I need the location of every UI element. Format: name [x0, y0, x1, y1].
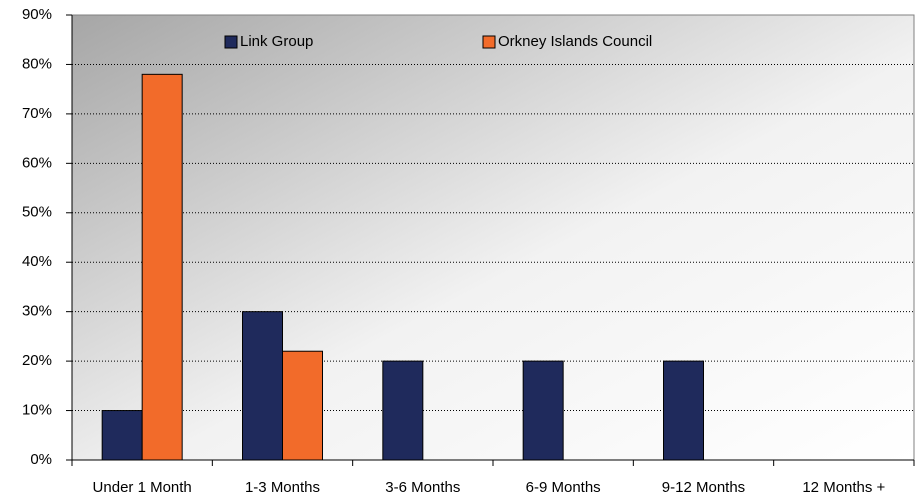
bar — [101, 410, 143, 461]
y-tick-label: 10% — [22, 402, 52, 419]
legend-label: Orkney Islands Council — [498, 33, 652, 50]
y-tick-label: 20% — [22, 352, 52, 369]
y-tick-label: 40% — [22, 253, 52, 270]
x-tick-label: 9-12 Months — [662, 479, 745, 496]
legend-label: Link Group — [240, 33, 313, 50]
bar — [282, 350, 323, 461]
x-tick-label: 12 Months + — [802, 479, 885, 496]
legend-swatch — [224, 35, 238, 49]
legend-swatch — [482, 35, 496, 49]
y-tick-label: 0% — [30, 451, 52, 468]
plot-area — [71, 14, 915, 461]
x-tick-label: Under 1 Month — [93, 479, 192, 496]
x-tick-label: 3-6 Months — [385, 479, 460, 496]
y-tick-label: 80% — [22, 55, 52, 72]
bar — [242, 311, 283, 461]
y-tick-label: 70% — [22, 105, 52, 122]
bar — [141, 73, 183, 461]
bar — [663, 360, 704, 461]
y-tick-label: 90% — [22, 6, 52, 23]
x-tick-label: 6-9 Months — [526, 479, 601, 496]
y-tick-label: 30% — [22, 303, 52, 320]
bar — [522, 360, 564, 461]
y-tick-label: 50% — [22, 204, 52, 221]
bar — [382, 360, 424, 461]
x-tick-label: 1-3 Months — [245, 479, 320, 496]
y-tick-label: 60% — [22, 154, 52, 171]
